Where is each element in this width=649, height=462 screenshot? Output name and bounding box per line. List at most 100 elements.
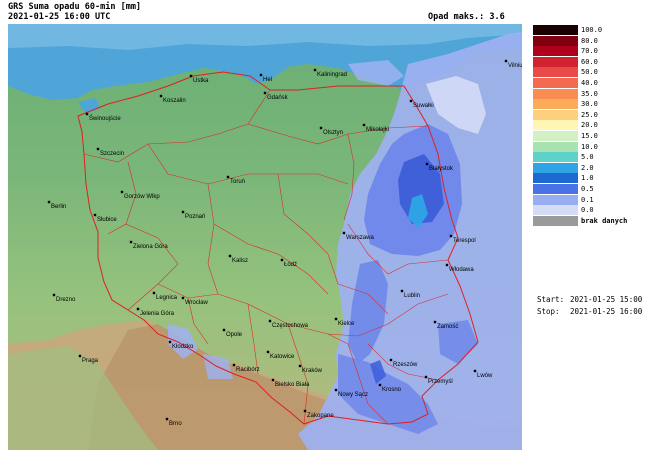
stop-label: Stop: xyxy=(537,307,560,316)
legend-swatch xyxy=(533,56,578,67)
city-label: Zamość xyxy=(437,324,458,330)
city-label: Kielce xyxy=(338,321,355,327)
city-label: Opole xyxy=(226,332,243,338)
city-marker: Włodawa xyxy=(445,263,474,273)
legend-label: 5.0 xyxy=(581,153,594,162)
legend-item: 20.0 xyxy=(533,120,648,131)
city-marker: Koszalin xyxy=(159,94,186,104)
city-dot xyxy=(319,126,323,130)
city-marker: Bielsko Biała xyxy=(271,378,310,388)
legend-label: 50.0 xyxy=(581,68,598,77)
city-dot xyxy=(96,147,100,151)
city-label: Mikołajki xyxy=(366,127,389,133)
city-dot xyxy=(266,350,270,354)
city-marker: Gorzów Wlkp xyxy=(120,190,160,200)
legend-swatch xyxy=(533,88,578,99)
city-marker: Rzeszów xyxy=(389,358,418,368)
legend-item: brak danych xyxy=(533,215,648,226)
city-dot xyxy=(226,175,230,179)
city-label: Toruń xyxy=(230,179,245,185)
map-datetime: 2021-01-25 16:00 UTC xyxy=(8,12,111,22)
city-label: Bielsko Biała xyxy=(275,382,310,388)
city-marker: Suwałki xyxy=(409,99,434,109)
city-marker: Ustka xyxy=(189,74,209,84)
city-marker: Kłodzko xyxy=(168,340,194,350)
legend-item: 1.0 xyxy=(533,173,648,184)
city-dot xyxy=(378,383,382,387)
city-marker: Gdańsk xyxy=(263,91,289,101)
city-marker: Lwów xyxy=(473,369,493,379)
city-label: Drezno xyxy=(56,297,76,303)
legend-item: 70.0 xyxy=(533,46,648,57)
map-title: GRS Suma opadu 60-min [mm] xyxy=(8,2,142,12)
city-marker: Drezno xyxy=(52,293,76,303)
city-label: Rzeszów xyxy=(393,362,418,368)
legend-item: 25.0 xyxy=(533,109,648,120)
city-label: Białystok xyxy=(429,166,454,172)
city-label: Gdańsk xyxy=(267,95,289,101)
city-dot xyxy=(362,123,366,127)
city-marker: Poznań xyxy=(181,210,205,220)
city-dot xyxy=(181,296,185,300)
city-dot xyxy=(165,417,169,421)
start-value: 2021-01-25 15:00 xyxy=(570,295,643,304)
city-marker: Lublin xyxy=(400,289,420,299)
city-dot xyxy=(473,369,477,373)
city-marker: Olsztyn xyxy=(319,126,343,136)
city-label: Lwów xyxy=(477,373,493,379)
city-dot xyxy=(120,190,124,194)
city-label: Katowice xyxy=(270,354,295,360)
city-marker: Białystok xyxy=(425,162,454,172)
city-dot xyxy=(52,293,56,297)
city-dot xyxy=(152,291,156,295)
city-label: Praga xyxy=(82,358,99,364)
city-label: Słubice xyxy=(97,217,117,223)
city-marker: Nowy Sącz xyxy=(334,388,368,398)
city-marker: Kaliningrad xyxy=(313,68,347,78)
city-label: Hel xyxy=(263,77,272,83)
legend-label: 0.1 xyxy=(581,195,594,204)
city-marker: Łódź xyxy=(280,258,297,268)
legend-swatch xyxy=(533,184,578,194)
city-marker: Słubice xyxy=(93,213,117,223)
legend-item: 5.0 xyxy=(533,152,648,163)
legend-swatch xyxy=(533,25,578,35)
city-dot xyxy=(433,320,437,324)
city-dot xyxy=(424,375,428,379)
city-label: Berlin xyxy=(51,204,66,210)
city-marker: Zielona Góra xyxy=(129,240,168,250)
city-dot xyxy=(189,74,193,78)
city-label: Brno xyxy=(169,421,182,427)
stop-value: 2021-01-25 16:00 xyxy=(570,307,643,316)
legend-swatch xyxy=(533,67,578,78)
city-label: Koszalin xyxy=(163,98,186,104)
legend-label: 2.0 xyxy=(581,163,594,172)
city-dot xyxy=(259,73,263,77)
city-dot xyxy=(47,200,51,204)
legend-label: brak danych xyxy=(581,216,628,225)
city-dot xyxy=(280,258,284,262)
city-dot xyxy=(400,289,404,293)
legend-item: 15.0 xyxy=(533,131,648,141)
city-marker: Krosno xyxy=(378,383,402,393)
city-marker: Zakopane xyxy=(303,409,334,419)
legend-swatch xyxy=(533,141,578,152)
city-marker: Kielce xyxy=(334,317,355,327)
legend-swatch xyxy=(533,162,578,173)
city-marker: Świnoujście xyxy=(85,112,121,122)
city-label: Terespol xyxy=(453,238,476,244)
city-label: Lublin xyxy=(404,293,420,299)
legend-label: 20.0 xyxy=(581,121,598,130)
city-dot xyxy=(181,210,185,214)
legend-label: 60.0 xyxy=(581,57,598,66)
city-marker: Katowice xyxy=(266,350,295,360)
city-label: Przemyśl xyxy=(428,379,453,385)
max-precip-label: Opad maks.: 3.6 xyxy=(428,12,505,22)
city-dot xyxy=(129,240,133,244)
city-dot xyxy=(78,354,82,358)
legend-label: 15.0 xyxy=(581,132,598,140)
city-marker: Jelenia Góra xyxy=(136,307,175,317)
legend-swatch xyxy=(533,152,578,163)
legend-item: 50.0 xyxy=(533,67,648,78)
legend-swatch xyxy=(533,194,578,205)
